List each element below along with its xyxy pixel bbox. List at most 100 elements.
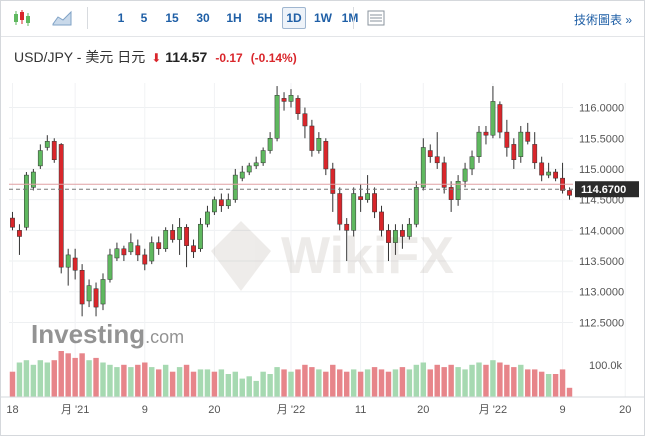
candle[interactable] [365,193,371,200]
candle[interactable] [184,227,189,246]
candle[interactable] [393,230,398,243]
candle[interactable] [205,211,210,225]
candle[interactable] [518,131,524,157]
candle[interactable] [372,193,377,213]
candle[interactable] [37,150,43,167]
interval-1d-button[interactable]: 1D [282,7,306,29]
volume-bar [142,362,148,397]
candle[interactable] [100,279,106,305]
volume-bar [121,364,127,397]
candle[interactable] [462,168,468,182]
candle[interactable] [239,171,245,179]
candle[interactable] [44,141,50,148]
volume-bar [86,360,92,397]
candle[interactable] [379,211,384,231]
candle[interactable] [434,156,440,164]
candle[interactable] [170,230,176,240]
candle[interactable] [177,227,183,240]
candle[interactable] [114,248,120,259]
volume-bar [538,371,545,397]
candle[interactable] [406,223,412,237]
candle[interactable] [448,187,454,200]
candle[interactable] [532,144,538,164]
candle[interactable] [72,257,78,271]
candle[interactable] [455,180,461,200]
volume-bar [135,364,141,397]
interval-30-button[interactable]: 30 [196,11,210,25]
candle[interactable] [427,150,433,157]
candle[interactable] [344,223,350,231]
candle[interactable] [260,150,266,164]
candle[interactable] [399,230,405,237]
candle[interactable] [142,254,148,265]
candle[interactable] [483,131,489,136]
interval-1w-button[interactable]: 1W [314,11,332,25]
candle[interactable] [386,230,391,243]
candle[interactable] [469,156,475,170]
candle[interactable] [546,171,552,176]
candle[interactable] [246,165,252,173]
area-chart-icon[interactable] [51,8,73,28]
candle[interactable] [149,242,155,262]
candle[interactable] [539,162,545,176]
candle[interactable] [93,288,99,308]
candle[interactable] [511,144,517,160]
candle[interactable] [497,104,503,133]
candle[interactable] [553,171,559,179]
candle[interactable] [218,199,224,207]
candle[interactable] [107,254,113,280]
candle[interactable] [198,223,203,250]
candle[interactable] [330,168,336,194]
candle[interactable] [281,98,287,102]
candle[interactable] [128,242,134,253]
candle[interactable] [30,171,36,188]
candle[interactable] [476,131,482,157]
candle[interactable] [490,101,496,136]
candle[interactable] [253,162,259,167]
candle[interactable] [420,147,426,188]
candle[interactable] [65,254,71,268]
candlestick-chart-icon[interactable] [11,8,33,28]
interval-15-button[interactable]: 15 [165,11,179,25]
candle[interactable] [295,98,301,114]
candle[interactable] [323,141,329,170]
candle[interactable] [358,196,364,200]
candle[interactable] [288,95,294,102]
candle[interactable] [316,138,322,151]
candle[interactable] [267,138,273,151]
candle[interactable] [191,245,196,253]
candle[interactable] [225,199,231,207]
candle[interactable] [121,248,127,256]
candle[interactable] [79,270,85,305]
candle[interactable] [156,242,162,250]
candle[interactable] [211,199,217,213]
candle[interactable] [567,190,572,196]
candle[interactable] [351,193,357,231]
candle[interactable] [274,95,280,139]
candle[interactable] [23,174,29,228]
candle[interactable] [441,162,447,188]
candle[interactable] [51,141,57,160]
candle[interactable] [135,245,141,256]
candle[interactable] [17,230,22,237]
interval-1m-button[interactable]: 1M [341,11,359,25]
interval-5-button[interactable]: 5 [140,11,148,25]
candle[interactable] [58,144,64,268]
technical-chart-link[interactable]: 技術圖表 » [573,13,632,27]
candle[interactable] [302,113,308,127]
price-chart[interactable]: 116.0000 115.5000 115.0000 114.5000 114.0000… [1,79,644,425]
candle[interactable] [337,193,343,225]
candle[interactable] [232,174,238,200]
interval-1-button[interactable]: 1 [117,11,125,25]
candle[interactable] [86,285,92,302]
candle[interactable] [309,125,315,151]
candle[interactable] [163,230,169,250]
interval-5h-button[interactable]: 5H [257,11,273,25]
candle[interactable] [413,187,419,225]
candle[interactable] [10,217,15,228]
candle[interactable] [504,131,510,148]
indicators-icon[interactable] [365,8,387,28]
candle[interactable] [525,131,531,142]
price-change: -0.17 [215,51,243,65]
interval-1h-button[interactable]: 1H [226,11,242,25]
